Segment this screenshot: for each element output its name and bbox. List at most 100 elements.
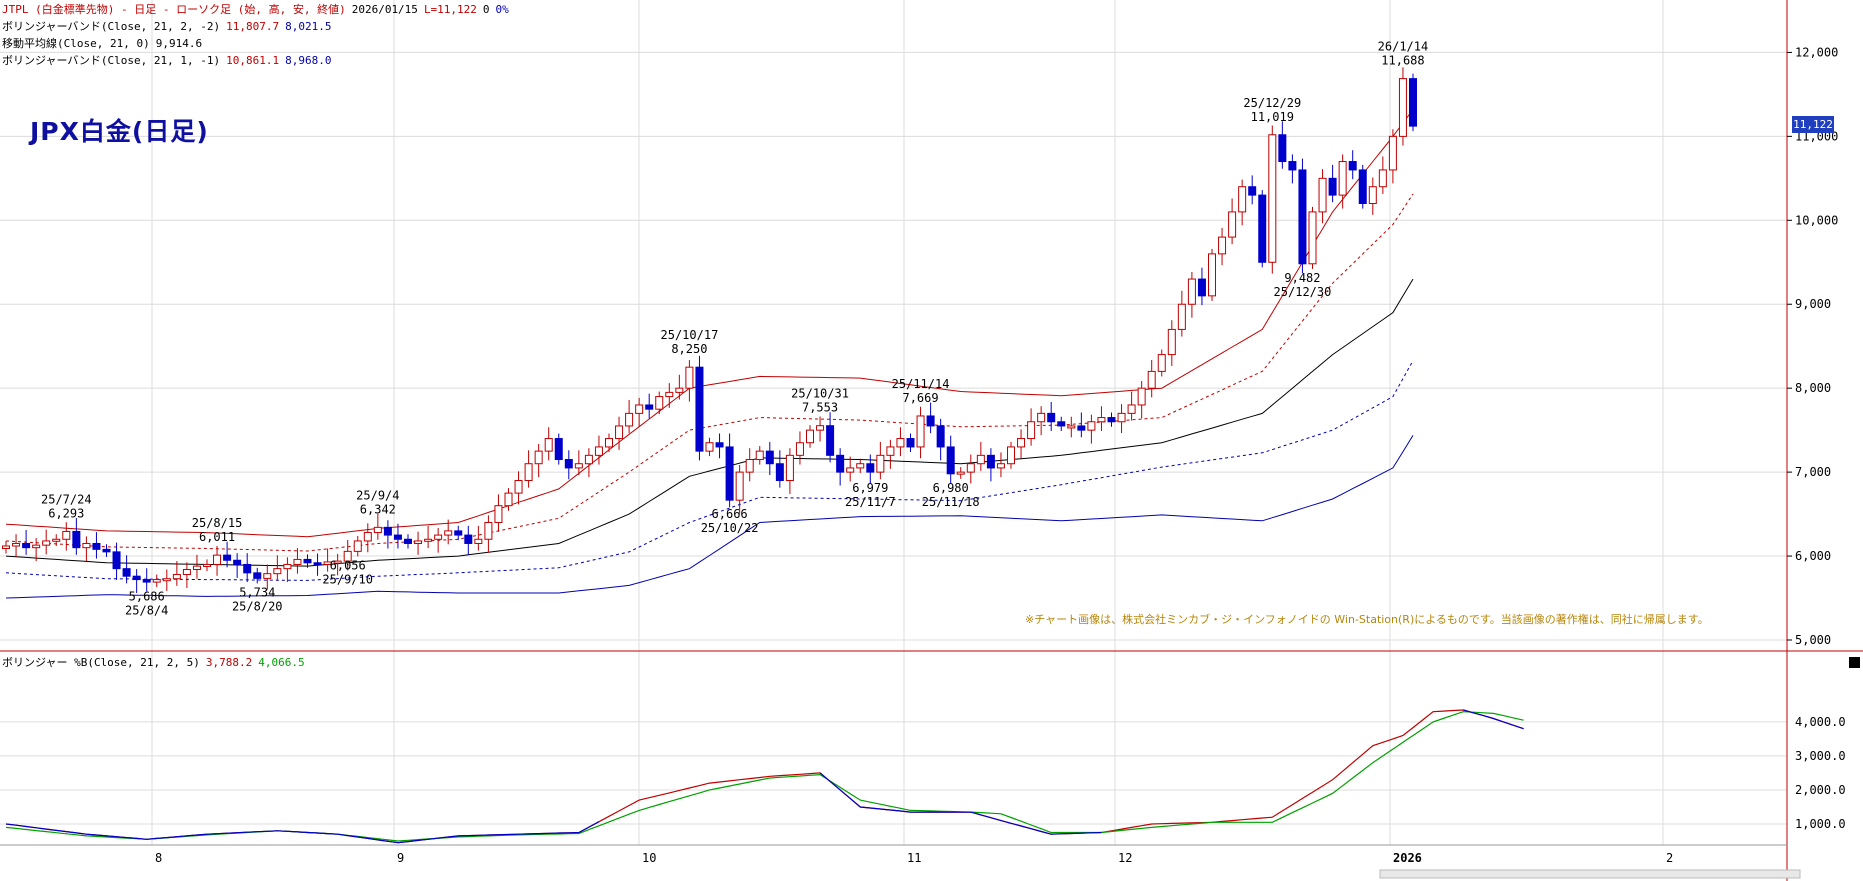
extreme-label: 25/10/17 — [661, 328, 719, 342]
band-ma — [5, 278, 1414, 567]
candle-body — [725, 446, 734, 501]
extreme-label: 25/11/7 — [845, 495, 896, 509]
candle-body — [524, 463, 533, 482]
ma-value: 9,914.6 — [155, 37, 203, 50]
ma-label: 移動平均線(Close, 21, 0) — [2, 37, 150, 50]
y-tick-label: 5,000 — [1795, 633, 1831, 647]
candle-body — [152, 579, 161, 583]
extreme-label: 25/10/22 — [701, 521, 759, 535]
candle-body — [1047, 412, 1056, 423]
candle-body — [363, 532, 372, 542]
scrollbar — [1379, 869, 1801, 879]
extreme-label: 25/7/24 — [41, 492, 92, 506]
candle-body — [82, 542, 91, 549]
candle-body — [534, 450, 543, 465]
header-line-3: 移動平均線(Close, 21, 0) 9,914.6 — [2, 36, 208, 52]
extreme-label: 11,019 — [1251, 110, 1294, 124]
sub-y-tick-label: 1,000.0 — [1795, 817, 1846, 831]
candle-body — [313, 562, 322, 566]
candle-body — [956, 471, 965, 475]
extreme-label: 25/12/30 — [1274, 285, 1332, 299]
candle-body — [1117, 412, 1126, 423]
bb2-label: ボリンジャーバンド(Close, 21, 2, -2) — [2, 20, 221, 33]
candle-body — [1238, 186, 1247, 213]
candle-body — [1348, 161, 1357, 171]
extreme-label: 25/10/31 — [791, 387, 849, 401]
candle-body — [1187, 278, 1196, 305]
y-tick-label: 8,000 — [1795, 381, 1831, 395]
candle-body — [1298, 169, 1307, 265]
candle-body — [514, 480, 523, 494]
candle-body — [826, 425, 835, 456]
candle-body — [1378, 169, 1387, 188]
candle-body — [755, 450, 764, 461]
percent-b-v2: 4,066.5 — [258, 656, 305, 669]
candle-body — [233, 559, 242, 565]
candle-body — [1328, 177, 1337, 196]
extreme-label: 6,980 — [933, 481, 969, 495]
symbol-text: JTPL (白金標準先物) - 日足 - ローソク足 (始, 高, 安, 終値) — [2, 3, 346, 16]
candle-body — [213, 554, 222, 565]
candle-body — [172, 574, 181, 580]
candle-body — [303, 558, 312, 564]
band-upper-dash — [5, 193, 1414, 552]
candle-body — [132, 575, 141, 581]
candle-body — [986, 454, 995, 469]
candle-body — [243, 563, 252, 574]
candle-body — [665, 391, 674, 398]
last-price-tag: 11,122 — [1792, 116, 1834, 133]
candle-body — [866, 463, 875, 473]
candle-body — [373, 526, 382, 534]
candle-body — [554, 438, 563, 461]
extreme-label: 11,688 — [1381, 54, 1424, 68]
extreme-label: 6,979 — [852, 481, 888, 495]
y-tick-label: 6,000 — [1795, 549, 1831, 563]
candle-body — [2, 545, 10, 550]
candle-body — [454, 530, 463, 536]
band-upper — [5, 109, 1414, 538]
candle-body — [745, 459, 754, 473]
candle-body — [293, 558, 302, 565]
candle-body — [1288, 161, 1297, 171]
candle-body — [192, 565, 201, 570]
sub-y-tick-label: 3,000.0 — [1795, 749, 1846, 763]
candle-body — [1388, 135, 1397, 171]
extreme-label: 5,734 — [239, 585, 275, 599]
candle-body — [142, 579, 151, 583]
candle-body — [12, 542, 21, 547]
candle-body — [1258, 194, 1267, 263]
close-panel-button[interactable] — [1849, 657, 1860, 668]
candle-body — [323, 561, 332, 565]
header-line-2: ボリンジャーバンド(Close, 21, 2, -2) 11,807.7 8,021… — [2, 19, 337, 35]
extreme-label: 25/11/18 — [922, 495, 980, 509]
date-text: 2026/01/15 — [351, 3, 418, 16]
extreme-label: 8,250 — [671, 342, 707, 356]
extreme-label: 6,011 — [199, 530, 235, 544]
candle-body — [1398, 78, 1407, 137]
extreme-label: 25/11/14 — [892, 377, 950, 391]
x-tick-label: 10 — [642, 851, 656, 865]
header-line-4: ボリンジャーバンド(Close, 21, 1, -1) 10,861.1 8,968… — [2, 53, 337, 69]
candle-body — [92, 542, 101, 550]
candle-body — [62, 530, 71, 540]
change-pct: 0% — [495, 3, 509, 16]
candle-body — [223, 554, 232, 561]
candle-body — [353, 540, 362, 552]
bb1-lower: 8,968.0 — [285, 54, 332, 67]
candle-body — [1197, 278, 1206, 297]
candle-body — [42, 540, 51, 546]
candle-body — [52, 538, 61, 542]
bb2-upper: 11,807.7 — [226, 20, 280, 33]
candle-body — [976, 454, 985, 465]
candle-body — [1318, 177, 1327, 213]
candle-body — [1409, 78, 1417, 127]
extreme-label: 7,669 — [902, 391, 938, 405]
extreme-label: 26/1/14 — [1378, 40, 1429, 54]
candle-body — [273, 568, 282, 575]
extreme-label: 25/9/4 — [356, 488, 399, 502]
x-tick-label: 8 — [155, 851, 162, 865]
candle-body — [1368, 186, 1377, 205]
candle-body — [715, 442, 724, 448]
candle-body — [1278, 134, 1287, 163]
candle-body — [1027, 421, 1036, 440]
